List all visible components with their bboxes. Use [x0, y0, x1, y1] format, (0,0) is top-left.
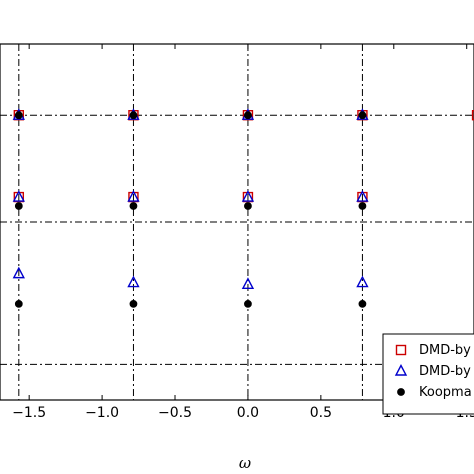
koopman-point	[358, 111, 367, 120]
koopman-point	[14, 299, 23, 308]
koopman-point	[14, 202, 23, 210]
legend-marker-square	[395, 344, 407, 356]
koopman-point	[14, 111, 23, 120]
plot-frame	[0, 43, 474, 401]
koopman-point	[129, 299, 138, 308]
x-tick-label: 0.5	[310, 405, 332, 421]
legend-marker-triangle	[394, 363, 408, 376]
dmd-triangle-point	[356, 190, 369, 202]
dmd-triangle-point	[356, 275, 369, 288]
koopman-point	[244, 299, 252, 308]
x-tick-label: −1.0	[85, 405, 119, 421]
dmd-triangle-point	[127, 190, 140, 202]
x-tick-label: 0.0	[237, 405, 259, 421]
legend-box	[382, 333, 474, 415]
dmd-triangle-point	[127, 275, 140, 288]
koopman-point	[129, 111, 138, 120]
legend-marker-circle	[397, 388, 405, 396]
x-tick-label: −0.5	[158, 405, 192, 421]
dmd-triangle-point	[12, 266, 25, 279]
dmd-triangle-point	[12, 190, 25, 202]
legend-label: DMD-by	[419, 364, 471, 379]
data-points	[12, 108, 474, 308]
koopman-point	[244, 111, 252, 120]
legend-label: DMD-by	[419, 343, 471, 358]
x-axis-label: ω	[239, 454, 251, 472]
koopman-point	[358, 299, 367, 308]
koopman-point	[244, 202, 252, 210]
dmd-square-point	[471, 109, 474, 121]
legend: DMD-by DMD-by Koopma	[382, 333, 474, 415]
dmd-triangle-point	[241, 277, 255, 289]
dmd-triangle-point	[241, 190, 255, 202]
koopman-point	[129, 202, 138, 210]
koopman-point	[358, 202, 367, 210]
x-tick-label: −1.5	[12, 405, 46, 421]
legend-label: Koopma	[419, 385, 472, 400]
